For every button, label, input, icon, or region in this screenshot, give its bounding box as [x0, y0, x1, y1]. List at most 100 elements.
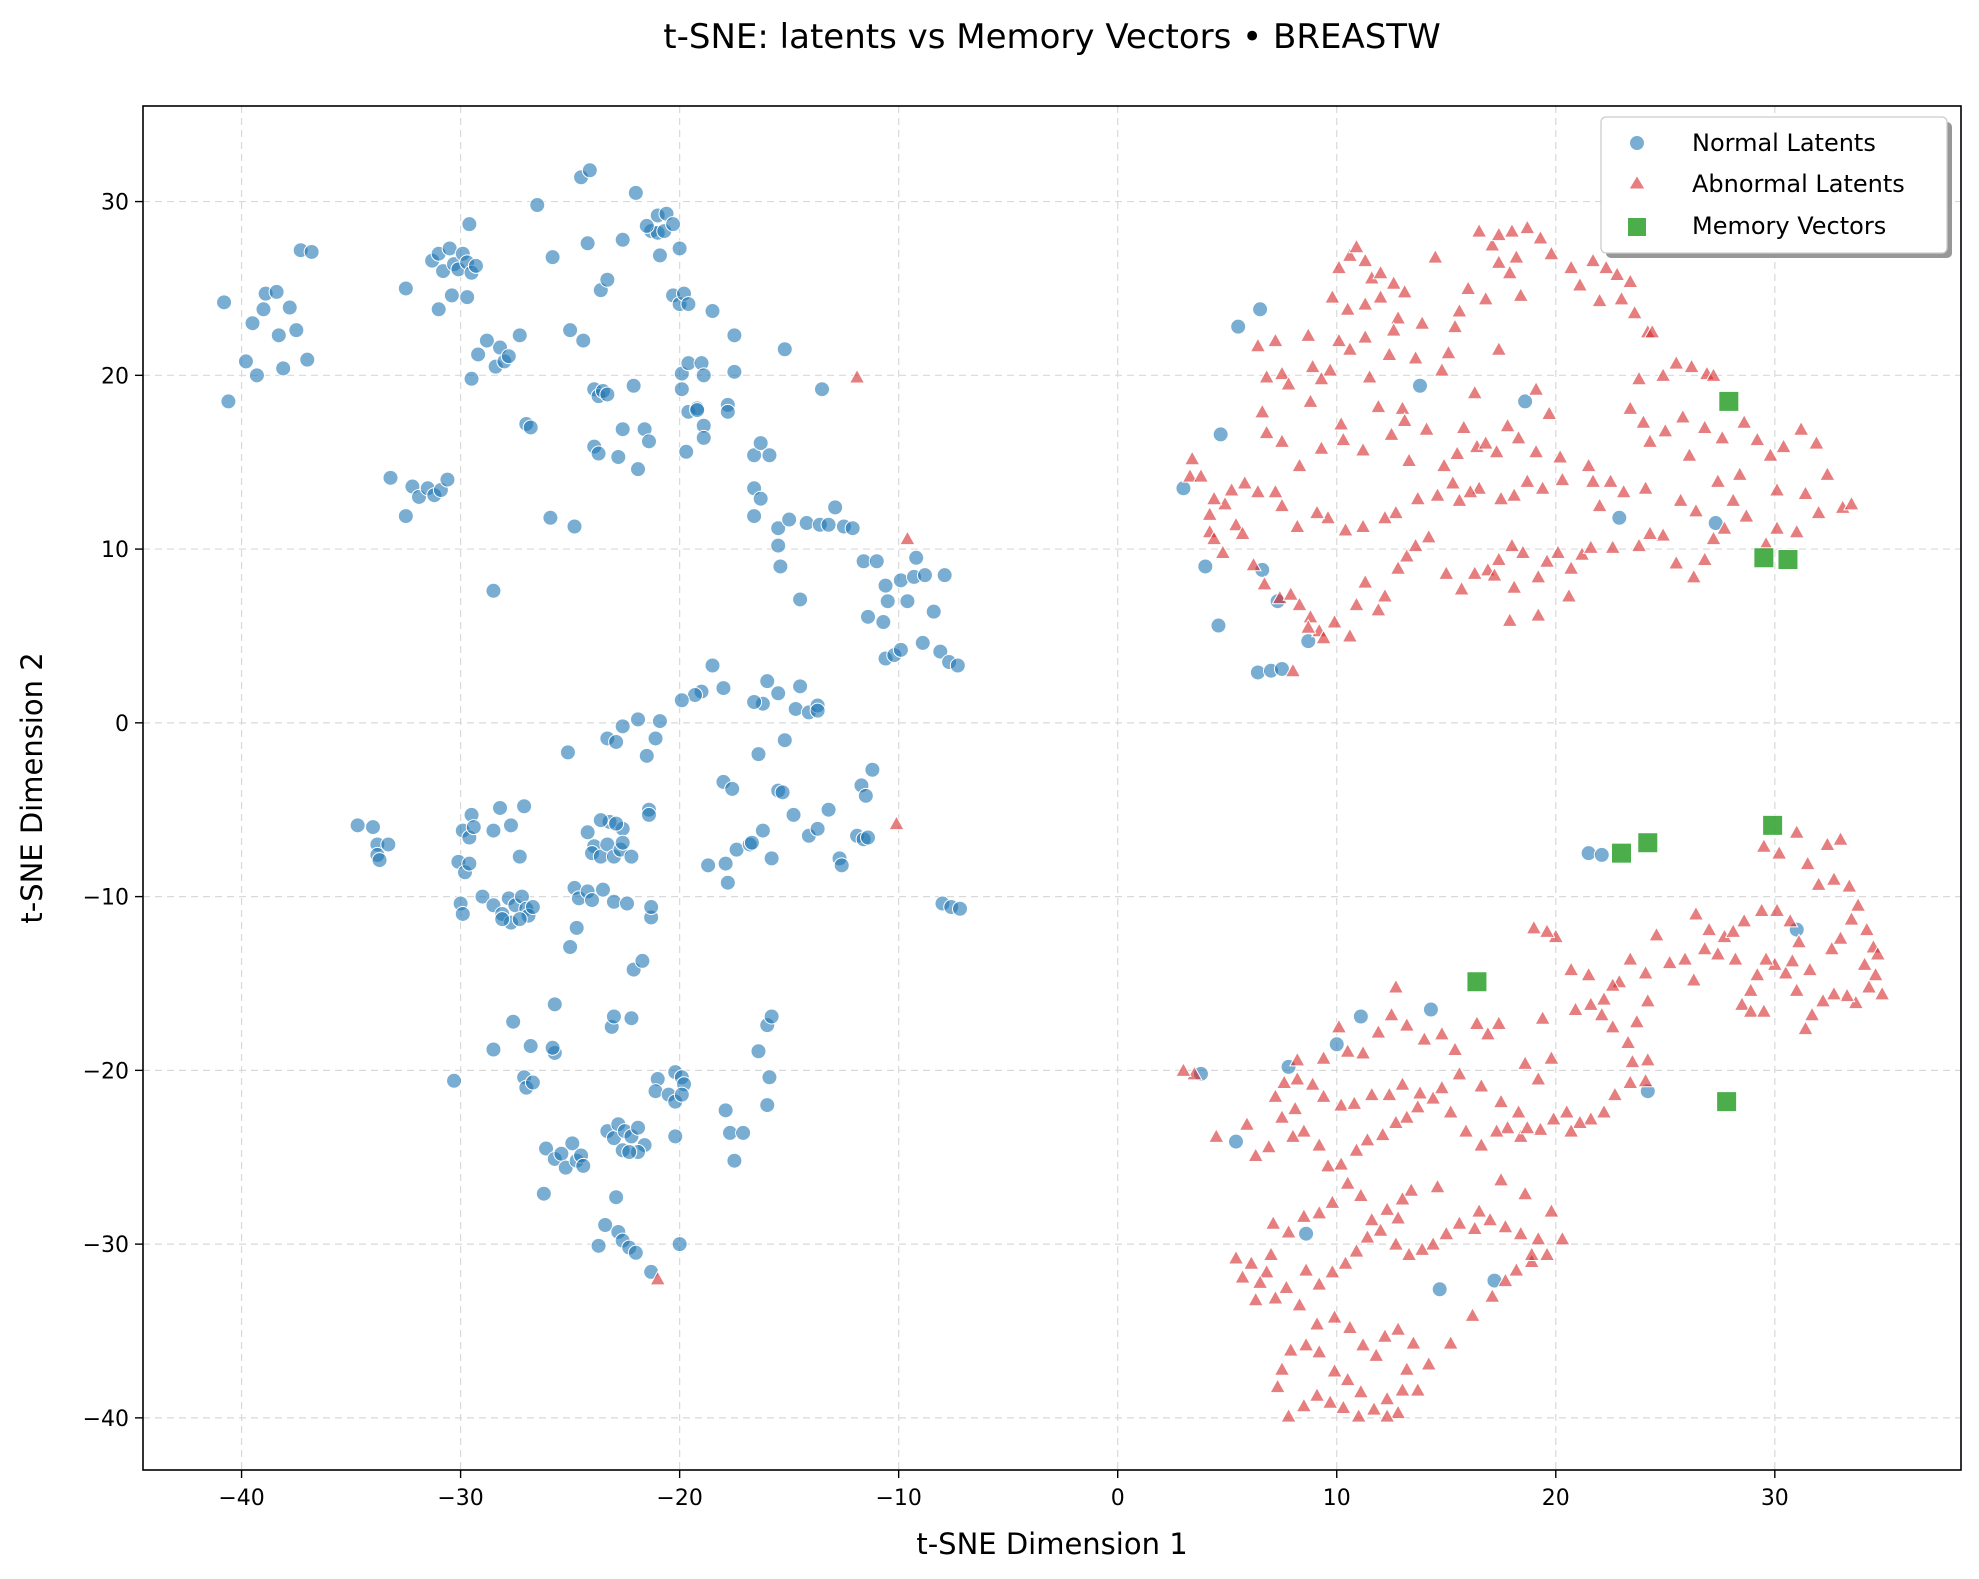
- abnormal-latent-point: [1398, 547, 1416, 563]
- abnormal-latent-point: [1819, 465, 1836, 481]
- abnormal-latent-point: [848, 368, 866, 384]
- normal-latent-point: [546, 996, 563, 1013]
- abnormal-latent-point: [1582, 1110, 1600, 1126]
- abnormal-latent-point: [1453, 580, 1470, 596]
- abnormal-latent-point: [1584, 252, 1602, 268]
- abnormal-latent-point: [1234, 524, 1251, 540]
- normal-latent-point: [1422, 1001, 1439, 1018]
- abnormal-latent-point: [1238, 1115, 1256, 1131]
- normal-latent-point: [579, 235, 596, 252]
- normal-latent-point: [715, 680, 732, 697]
- abnormal-latent-point: [1768, 901, 1786, 917]
- normal-latent-point: [932, 643, 949, 660]
- normal-latent-point: [1593, 846, 1610, 863]
- abnormal-latent-point: [1753, 901, 1771, 917]
- normal-latent-point: [726, 327, 743, 344]
- normal-latent-point: [914, 634, 931, 651]
- abnormal-latent-point: [1457, 1122, 1475, 1138]
- abnormal-latent-point: [1446, 318, 1464, 334]
- abnormal-latent-point: [1635, 413, 1652, 429]
- normal-latent-point: [752, 490, 769, 507]
- abnormal-latent-point: [1615, 483, 1633, 499]
- abnormal-latent-point: [1416, 1030, 1433, 1046]
- abnormal-latent-point: [1696, 940, 1714, 956]
- normal-latent-point: [776, 732, 793, 749]
- abnormal-latent-point: [1667, 354, 1685, 370]
- abnormal-latent-point: [1394, 1075, 1411, 1091]
- abnormal-latent-point: [1394, 399, 1411, 415]
- abnormal-latent-point: [1512, 1127, 1530, 1143]
- abnormal-latent-point: [1505, 578, 1523, 594]
- abnormal-latent-point: [1543, 1202, 1560, 1218]
- abnormal-latent-point: [1341, 340, 1359, 356]
- abnormal-latent-point: [1400, 451, 1418, 467]
- abnormal-latent-point: [1604, 538, 1622, 554]
- abnormal-latent-point: [1459, 279, 1477, 295]
- normal-latent-point: [380, 836, 397, 853]
- normal-latent-point: [820, 516, 837, 533]
- abnormal-latent-point: [1505, 486, 1523, 502]
- abnormal-latent-point: [1201, 505, 1219, 521]
- abnormal-latent-point: [1269, 1378, 1286, 1394]
- abnormal-latent-point: [1291, 596, 1308, 612]
- normal-latent-point: [704, 303, 721, 320]
- normal-latent-point: [750, 1043, 767, 1060]
- abnormal-latent-point: [1249, 483, 1267, 499]
- abnormal-latent-point: [1291, 457, 1308, 473]
- memory-vector-point: [1718, 390, 1740, 412]
- x-tick-label: 10: [1323, 1486, 1351, 1511]
- abnormal-latent-point: [1249, 337, 1267, 353]
- normal-latent-point: [638, 217, 655, 234]
- abnormal-latent-point: [1562, 259, 1580, 275]
- normal-latent-point: [579, 824, 596, 841]
- abnormal-latent-point: [1797, 484, 1814, 500]
- abnormal-latent-point: [1621, 399, 1639, 415]
- abnormal-latent-point: [1790, 933, 1808, 949]
- abnormal-latent-point: [1223, 481, 1240, 497]
- abnormal-latent-point: [1604, 976, 1622, 992]
- normal-latent-point: [719, 874, 736, 891]
- normal-latent-point: [397, 280, 414, 297]
- abnormal-latent-point: [1363, 1086, 1381, 1102]
- abnormal-latent-point: [1378, 1407, 1396, 1423]
- normal-latent-point: [599, 386, 616, 403]
- x-tick-label: −10: [875, 1486, 921, 1511]
- abnormal-latent-point: [1661, 954, 1679, 970]
- abnormal-latent-point: [1667, 554, 1685, 570]
- abnormal-latent-point: [1341, 1318, 1359, 1335]
- normal-latent-point: [610, 448, 627, 465]
- abnormal-latent-point: [1304, 1075, 1322, 1091]
- abnormal-latent-point: [1310, 1343, 1328, 1359]
- abnormal-latent-point: [1341, 627, 1359, 643]
- abnormal-latent-point: [1709, 945, 1727, 961]
- abnormal-latent-point: [1624, 1053, 1641, 1069]
- abnormal-latent-point: [1356, 573, 1374, 589]
- abnormal-latent-point: [1380, 1086, 1398, 1102]
- abnormal-latent-point: [1477, 290, 1495, 306]
- abnormal-latent-point: [1466, 384, 1484, 400]
- abnormal-latent-point: [1273, 497, 1291, 513]
- abnormal-latent-point: [1687, 502, 1705, 518]
- abnormal-latent-point: [1337, 521, 1354, 537]
- abnormal-latent-point: [1433, 361, 1451, 377]
- x-tick-label: 20: [1542, 1486, 1570, 1511]
- normal-latent-point: [643, 899, 660, 916]
- abnormal-latent-point: [1775, 438, 1792, 454]
- normal-latent-point: [787, 700, 804, 717]
- abnormal-latent-point: [1783, 952, 1801, 968]
- abnormal-latent-point: [1742, 981, 1760, 997]
- normal-latent-point: [485, 582, 502, 599]
- normal-latent-point: [827, 499, 844, 516]
- abnormal-latent-point: [1737, 507, 1755, 523]
- normal-latent-point: [216, 294, 233, 311]
- normal-latent-point: [640, 433, 657, 450]
- abnormal-latent-point: [1499, 1119, 1516, 1135]
- abnormal-latent-point: [1488, 443, 1505, 459]
- abnormal-latent-point: [1418, 420, 1435, 436]
- normal-latent-point: [638, 747, 655, 764]
- normal-latent-point: [544, 249, 561, 266]
- normal-latent-point: [608, 733, 625, 750]
- normal-latent-point: [1249, 664, 1266, 681]
- normal-latent-point: [299, 351, 316, 368]
